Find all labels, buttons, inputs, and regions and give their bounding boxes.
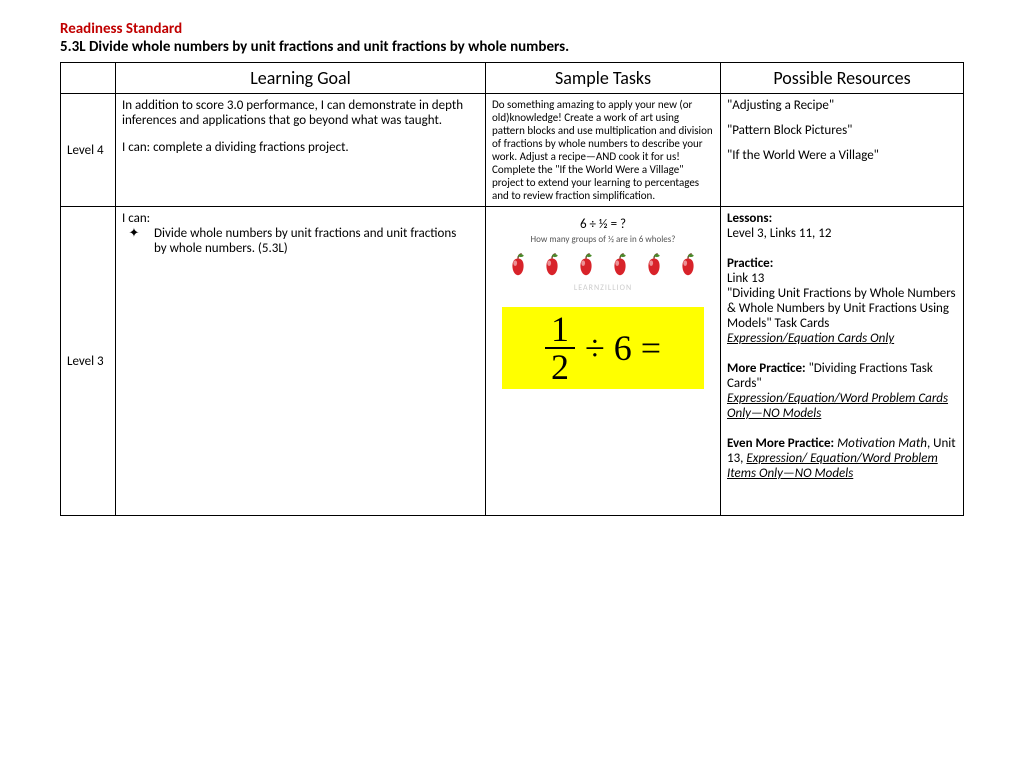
res-more-label: More Practice: [727, 361, 806, 376]
res-lessons-text: Level 3, Links 11, 12 [727, 226, 831, 241]
level4-goal: In addition to score 3.0 performance, I … [116, 94, 486, 207]
header-row: Learning Goal Sample Tasks Possible Reso… [61, 63, 964, 94]
level4-res2: "Pattern Block Pictures" [727, 123, 957, 138]
level4-res1: "Adjusting a Recipe" [727, 98, 957, 113]
yellow-rest: ÷ 6 = [585, 327, 661, 369]
level3-resources: Lessons: Level 3, Links 11, 12 Practice:… [721, 207, 964, 516]
res-lessons: Lessons: Level 3, Links 11, 12 [727, 211, 957, 241]
level3-bullet-text: Divide whole numbers by unit fractions a… [146, 226, 479, 256]
page-title-1: Readiness Standard [60, 20, 964, 38]
res-practice-l2: "Dividing Unit Fractions by Whole Number… [727, 286, 956, 331]
res-more-em: Expression/Equation/Word Problem Cards O… [727, 391, 948, 421]
res-practice: Practice: Link 13 "Dividing Unit Fractio… [727, 256, 957, 346]
res-even: Even More Practice: Motivation Math, Uni… [727, 436, 957, 481]
res-more: More Practice: "Dividing Fractions Task … [727, 361, 957, 421]
res-even-label: Even More Practice: [727, 436, 834, 451]
level4-res3: "If the World Were a Village" [727, 148, 957, 163]
col-tasks: Sample Tasks [486, 63, 721, 94]
apple-icon [538, 251, 566, 279]
level4-resources: "Adjusting a Recipe" "Pattern Block Pict… [721, 94, 964, 207]
col-resources: Possible Resources [721, 63, 964, 94]
level3-label: Level 3 [61, 207, 116, 516]
res-even-em: Expression/ Equation/Word Problem Items … [727, 451, 938, 481]
apple-row [492, 251, 714, 279]
apple-icon [504, 251, 532, 279]
frac-num: 1 [545, 311, 575, 349]
col-blank [61, 63, 116, 94]
apple-icon [640, 251, 668, 279]
level3-bullet: ✦ Divide whole numbers by unit fractions… [122, 226, 479, 256]
level4-row: Level 4 In addition to score 3.0 perform… [61, 94, 964, 207]
level4-label: Level 4 [61, 94, 116, 207]
yellow-equation: 1 2 ÷ 6 = [502, 307, 704, 389]
frac-den: 2 [545, 349, 575, 385]
level3-row: Level 3 I can: ✦ Divide whole numbers by… [61, 207, 964, 516]
equation-sub: How many groups of ½ are in 6 wholes? [492, 234, 714, 245]
level3-goal-intro: I can: [122, 211, 479, 226]
apple-icon [606, 251, 634, 279]
res-practice-label: Practice: [727, 256, 773, 271]
level3-tasks: 6 ÷ ½ = ? How many groups of ½ are in 6 … [486, 207, 721, 516]
res-lessons-label: Lessons: [727, 211, 772, 226]
col-goal: Learning Goal [116, 63, 486, 94]
standards-table: Learning Goal Sample Tasks Possible Reso… [60, 62, 964, 516]
level3-goal: I can: ✦ Divide whole numbers by unit fr… [116, 207, 486, 516]
level4-tasks: Do something amazing to apply your new (… [486, 94, 721, 207]
level4-goal-p1: In addition to score 3.0 performance, I … [122, 98, 479, 128]
bullet-star-icon: ✦ [122, 226, 146, 256]
watermark: LEARNZILLION [492, 283, 714, 293]
equation-top: 6 ÷ ½ = ? [492, 217, 714, 232]
res-even-text1: Motivation Math [837, 436, 927, 451]
page-title-2: 5.3L Divide whole numbers by unit fracti… [60, 38, 964, 56]
res-practice-em: Expression/Equation Cards Only [727, 331, 894, 346]
fraction-icon: 1 2 [545, 311, 575, 385]
apple-icon [572, 251, 600, 279]
apple-icon [674, 251, 702, 279]
level4-goal-p2: I can: complete a dividing fractions pro… [122, 140, 479, 155]
res-practice-l1: Link 13 [727, 271, 764, 286]
